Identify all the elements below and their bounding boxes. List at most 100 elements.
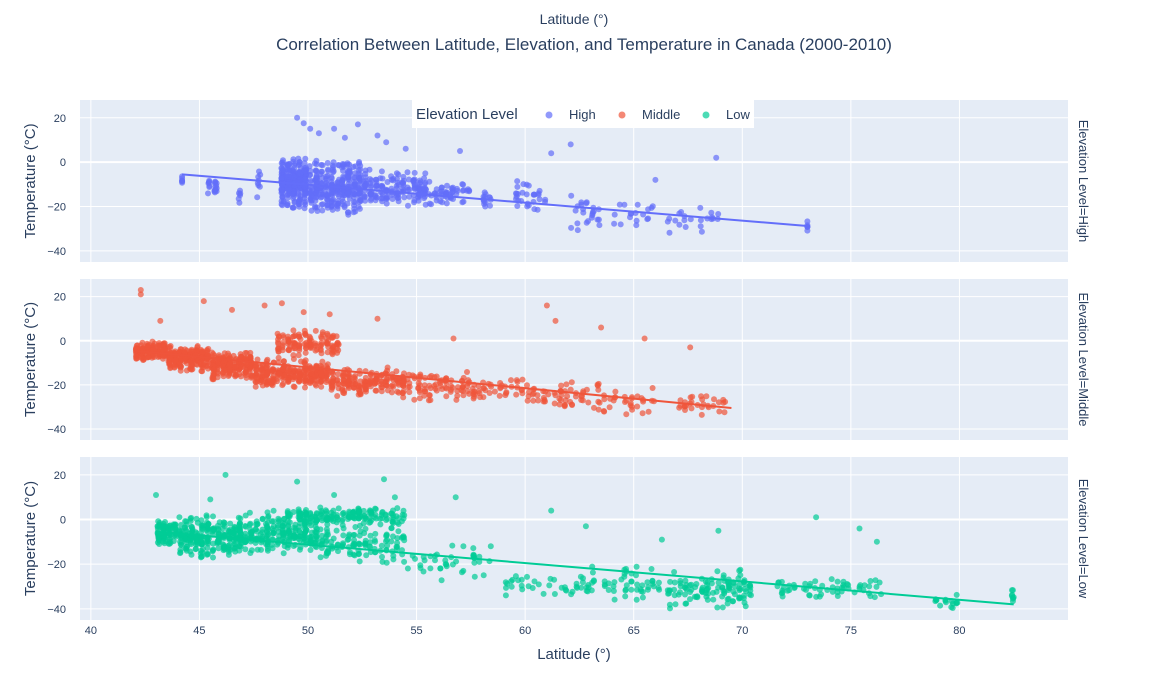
data-point	[519, 189, 526, 196]
data-point	[411, 184, 418, 190]
legend-background	[412, 100, 754, 128]
data-point	[284, 518, 291, 525]
data-point	[671, 569, 678, 575]
data-point	[279, 366, 286, 373]
x-tick-label: 45	[193, 625, 205, 637]
data-point	[204, 550, 210, 557]
data-point	[357, 389, 364, 396]
data-point	[254, 521, 261, 528]
data-point	[447, 382, 454, 389]
data-point	[347, 169, 353, 176]
data-point	[324, 340, 331, 347]
data-point	[357, 196, 364, 203]
data-point	[568, 379, 575, 386]
data-point	[278, 300, 285, 307]
data-point	[460, 187, 467, 194]
data-point	[400, 180, 406, 187]
data-point	[138, 354, 145, 361]
x-tick-label: 80	[953, 625, 965, 637]
data-point	[574, 227, 581, 234]
data-point	[534, 392, 541, 399]
data-point	[531, 578, 538, 585]
data-point	[319, 538, 326, 545]
data-point	[569, 402, 576, 408]
data-point	[249, 529, 255, 536]
data-point	[804, 227, 811, 234]
data-point	[333, 200, 340, 207]
x-tick-label: 55	[410, 625, 422, 637]
data-point	[374, 315, 381, 322]
data-point	[582, 523, 589, 530]
data-point	[594, 382, 601, 389]
data-point	[291, 174, 298, 181]
y-tick-label: 0	[60, 336, 66, 348]
data-point	[312, 347, 319, 354]
data-point	[323, 550, 330, 557]
data-point	[222, 367, 228, 374]
data-point	[212, 186, 219, 193]
data-point	[303, 507, 309, 513]
data-point	[226, 361, 233, 368]
data-point	[540, 590, 547, 597]
data-point	[279, 527, 286, 534]
data-point	[518, 582, 525, 589]
data-point	[866, 583, 873, 590]
data-point	[296, 546, 303, 553]
data-point	[281, 372, 288, 379]
data-point	[388, 173, 395, 180]
data-point	[671, 579, 678, 586]
data-point	[524, 573, 530, 580]
data-point	[210, 540, 217, 547]
data-point	[171, 363, 178, 370]
data-point	[290, 352, 297, 359]
data-point	[339, 385, 346, 392]
y-tick-label: 20	[54, 113, 66, 125]
data-point	[812, 578, 819, 585]
data-point	[341, 204, 348, 211]
data-point	[324, 199, 331, 205]
data-point	[649, 203, 656, 210]
data-point	[1008, 592, 1015, 599]
data-point	[188, 551, 195, 558]
data-point	[719, 604, 726, 611]
data-point	[623, 582, 630, 589]
data-point	[432, 381, 439, 388]
data-point	[341, 512, 348, 518]
data-point	[379, 553, 385, 560]
data-point	[302, 357, 309, 364]
data-point	[937, 602, 944, 609]
data-point	[645, 408, 652, 415]
data-point	[306, 163, 313, 170]
data-point	[334, 541, 341, 548]
legend[interactable]: Elevation Level High Middle Low	[412, 100, 754, 128]
data-point	[280, 334, 287, 341]
data-point	[443, 200, 450, 207]
data-point	[378, 195, 385, 202]
data-point	[730, 588, 737, 595]
legend-item-middle[interactable]: Middle	[618, 107, 681, 122]
data-point	[279, 168, 286, 175]
data-point	[372, 530, 379, 537]
data-point	[336, 162, 342, 169]
data-point	[645, 584, 652, 591]
data-point	[323, 526, 330, 533]
data-point	[329, 334, 336, 341]
data-point	[664, 218, 671, 225]
data-point	[384, 194, 391, 201]
data-point	[329, 197, 336, 204]
data-point	[372, 506, 379, 513]
data-point	[362, 525, 369, 532]
data-point	[372, 387, 379, 394]
data-point	[390, 533, 396, 540]
legend-item-low[interactable]: Low	[702, 107, 751, 122]
data-point	[307, 179, 314, 186]
data-point	[552, 317, 559, 324]
data-point	[563, 381, 570, 388]
data-point	[329, 166, 336, 173]
data-point	[840, 578, 847, 585]
data-point	[471, 393, 478, 400]
data-point	[204, 544, 211, 551]
data-point	[611, 220, 618, 227]
data-point	[352, 198, 359, 205]
legend-item-high[interactable]: High	[545, 107, 596, 122]
